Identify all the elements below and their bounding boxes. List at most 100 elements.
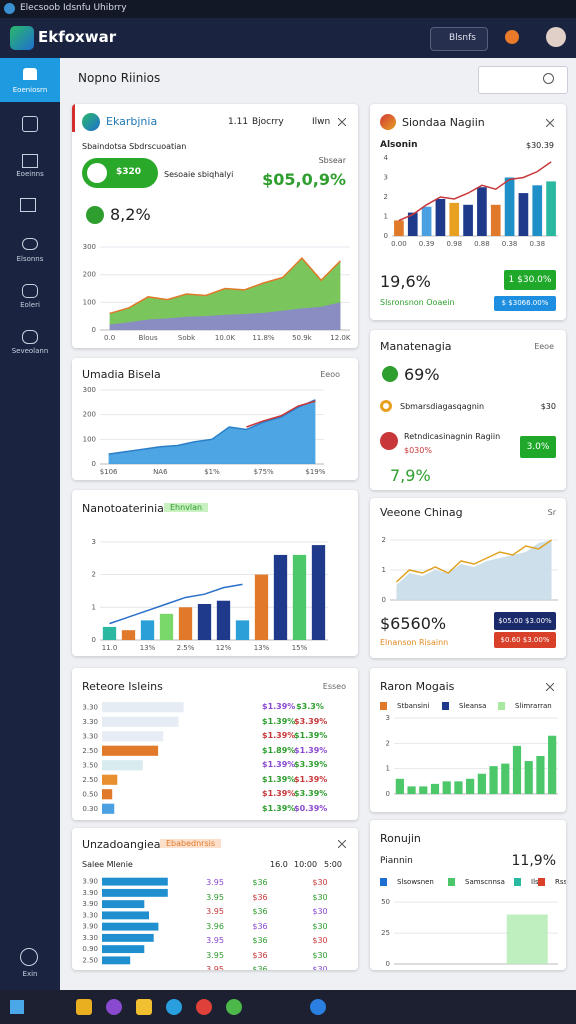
page-title: Nopno Riinios <box>78 71 161 85</box>
x-tick-label: 11.0 <box>102 644 118 652</box>
meta: Ilwn <box>312 117 331 127</box>
bar <box>235 620 250 640</box>
menu[interactable]: Eeoe <box>534 342 554 351</box>
nav-icon[interactable] <box>22 116 38 132</box>
column-header: 16.0 <box>270 860 288 869</box>
close-button[interactable] <box>338 118 346 126</box>
header-button[interactable]: Blsnfs <box>430 27 488 51</box>
table-cell: 3.95 <box>206 892 224 902</box>
table-cell: $30 <box>312 878 328 887</box>
nav-icon[interactable] <box>22 330 38 344</box>
bar <box>490 204 501 236</box>
taskbar-app[interactable] <box>166 999 182 1015</box>
nav-label: Eoleri <box>20 301 40 309</box>
taskbar-app[interactable] <box>76 999 92 1015</box>
button[interactable]: $0.60 $3.00% <box>494 632 556 648</box>
nav-icon[interactable] <box>22 154 38 168</box>
notification-icon[interactable] <box>505 30 519 44</box>
menu[interactable]: Eeoo <box>320 370 340 379</box>
column-header: 10:00 <box>294 860 318 869</box>
table: 3.95 $36 $30 3.95 $36 $30 3.95 $36 $30 3.96 $36 $30… <box>200 876 350 970</box>
row-label: Sbmarsdiagasqagnin <box>400 402 485 411</box>
bar <box>394 220 404 236</box>
bar <box>524 761 533 794</box>
legend-item: Samscnnsa <box>448 878 505 886</box>
button[interactable]: $ $3066.00% <box>494 296 556 311</box>
avatar[interactable] <box>546 27 566 47</box>
button[interactable]: 3.0% <box>520 436 556 458</box>
table-cell: $1.89% <box>262 745 296 755</box>
row-icon <box>380 432 398 450</box>
legend-item: Slsowsnen <box>380 878 434 886</box>
menu[interactable]: Sr <box>547 508 556 517</box>
close-button[interactable] <box>546 683 554 691</box>
area <box>506 914 548 964</box>
taskbar-app[interactable] <box>196 999 212 1015</box>
x-tick-label: 11.8% <box>252 334 275 342</box>
bar <box>463 204 473 236</box>
nav-icon[interactable] <box>22 238 38 250</box>
y-tick-label: 2 <box>382 536 386 544</box>
table-cell: 3.95 <box>206 950 224 960</box>
area <box>108 399 316 464</box>
bar <box>536 756 545 794</box>
bar <box>504 177 515 236</box>
nav-label: Exin <box>22 970 38 978</box>
y-tick-label: 0 <box>92 460 96 468</box>
bar <box>102 922 159 931</box>
table-cell: $36 <box>252 907 268 916</box>
nav-icon[interactable] <box>22 284 38 298</box>
nav-label: Seveolann <box>11 347 49 355</box>
taskbar-app[interactable] <box>226 999 242 1015</box>
window-icon <box>4 3 15 14</box>
settings-icon[interactable] <box>20 948 38 966</box>
bar <box>102 933 154 942</box>
close-button[interactable] <box>546 119 554 127</box>
bar <box>292 554 307 640</box>
table-cell: $36 <box>252 878 268 887</box>
x-tick-label: Blous <box>139 334 158 342</box>
card: Veeone Chinag Sr 0 1 2 $6560% Elnanson Ris… <box>370 498 566 658</box>
legend-item: Ils <box>514 878 539 886</box>
button[interactable]: $05.00 $3.00% <box>494 612 556 630</box>
table-cell: $3.3% <box>296 702 324 711</box>
app-header: Ekfoxwar Blsnfs <box>0 18 576 58</box>
chart: 0 1 2 3 11.0 13% 2.5% 12% 13% 15% <box>92 538 328 652</box>
card-title: Unzadoangiea <box>82 838 161 851</box>
y-tick-label: 1 <box>384 213 388 221</box>
taskbar-app[interactable] <box>136 999 152 1015</box>
table-cell: $1.39% <box>262 760 296 769</box>
nav-icon[interactable] <box>20 198 36 212</box>
bar <box>178 607 193 640</box>
table-cell: $0.39% <box>294 803 328 813</box>
taskbar-app[interactable] <box>106 999 122 1015</box>
chart: 0 100 200 300 0.0 Blous Sobk 10.0K 11.8% 50.9k 12.… <box>83 243 351 342</box>
x-tick-label: 12% <box>216 644 232 652</box>
note: Sesoaie sbiqhalyi <box>164 170 234 179</box>
start-button[interactable] <box>10 1000 24 1014</box>
menu[interactable]: Esseo <box>322 682 346 691</box>
table-cell: 3.95 <box>206 878 224 887</box>
x-tick-label: $75% <box>254 468 274 476</box>
bar <box>102 626 117 640</box>
y-tick-label: 3.90 <box>82 889 98 897</box>
button[interactable]: 1 $30.0% <box>504 270 556 290</box>
taskbar <box>0 990 576 1024</box>
nav-item-active[interactable] <box>0 58 60 102</box>
card-title: Reteore Isleins <box>82 680 163 693</box>
column-header: 5:00 <box>324 860 342 869</box>
card-title: Veeone Chinag <box>380 506 463 519</box>
y-tick-label: 4 <box>384 154 389 162</box>
table-cell: $30 <box>312 936 328 945</box>
line <box>109 257 341 315</box>
pill-value: $320 <box>116 167 142 177</box>
close-button[interactable] <box>338 840 346 848</box>
y-tick-label: 0 <box>92 326 96 334</box>
bar <box>512 745 522 794</box>
area <box>109 302 341 330</box>
y-tick-label: 1 <box>92 603 96 611</box>
search-box[interactable] <box>478 66 568 94</box>
taskbar-app[interactable] <box>310 999 326 1015</box>
bar <box>102 877 168 886</box>
card-title: Ekarbjnia <box>106 115 158 128</box>
